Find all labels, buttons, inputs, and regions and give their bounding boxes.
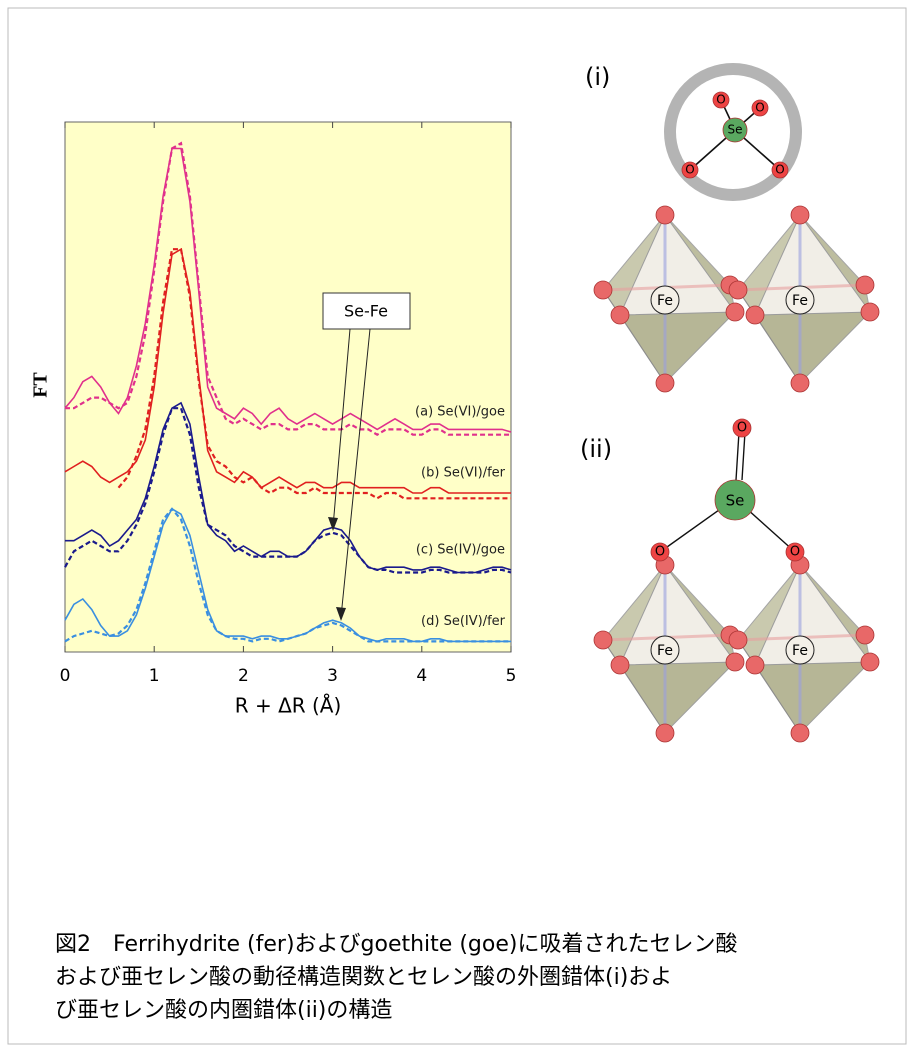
oxygen-atom — [856, 276, 874, 294]
oxygen-atom — [611, 656, 629, 674]
oxygen-atom — [861, 303, 879, 321]
oxygen-atom — [791, 724, 809, 742]
oxygen-atom — [594, 281, 612, 299]
series-label: (c) Se(IV)/goe — [416, 542, 505, 557]
caption-line: および亜セレン酸の動径構造関数とセレン酸の外圏錯体(i)およ — [55, 965, 672, 990]
x-tick-label: 0 — [60, 666, 71, 686]
y-axis-label: FT — [30, 372, 52, 398]
series-label: (a) Se(VI)/goe — [415, 405, 505, 420]
atom-label: O — [655, 545, 665, 560]
atom-label: O — [737, 421, 747, 436]
oxygen-atom — [726, 303, 744, 321]
series-label: (d) Se(IV)/fer — [421, 614, 506, 629]
oxygen-atom — [594, 631, 612, 649]
oxygen-atom — [729, 631, 747, 649]
atom-label: Fe — [792, 293, 808, 309]
oxygen-atom — [656, 724, 674, 742]
oxygen-atom — [856, 626, 874, 644]
x-tick-label: 2 — [238, 666, 249, 686]
atom-label: Fe — [792, 643, 808, 659]
annotation-text: Se-Fe — [344, 302, 388, 321]
atom-label: Fe — [657, 293, 673, 309]
atom-label: O — [755, 101, 764, 115]
oxygen-atom — [791, 374, 809, 392]
oxygen-atom — [726, 653, 744, 671]
x-tick-label: 3 — [327, 666, 338, 686]
oxygen-atom — [656, 206, 674, 224]
oxygen-atom — [746, 306, 764, 324]
plot-area — [65, 122, 511, 652]
oxygen-atom — [861, 653, 879, 671]
x-axis-label: R + ΔR (Å) — [235, 694, 342, 718]
caption-line: 図2 Ferrihydrite (fer)およびgoethite (goe)に吸… — [55, 932, 737, 957]
atom-label: Fe — [657, 643, 673, 659]
oxygen-atom — [791, 206, 809, 224]
atom-label: Se — [726, 492, 745, 510]
oxygen-atom — [656, 374, 674, 392]
panel-label: (ii) — [580, 435, 612, 463]
oxygen-atom — [729, 281, 747, 299]
panel-label: (i) — [585, 63, 610, 91]
x-tick-label: 1 — [149, 666, 160, 686]
figure: FT R + ΔR (Å) Se-Fe (i) (ii) 図2 Ferrihyd… — [0, 0, 907, 1045]
caption-line: び亜セレン酸の内圏錯体(ii)の構造 — [55, 998, 392, 1023]
oxygen-atom — [746, 656, 764, 674]
atom-label: O — [790, 545, 800, 560]
atom-label: O — [685, 163, 694, 177]
atom-label: O — [716, 93, 725, 107]
x-tick-label: 5 — [506, 666, 517, 686]
oxygen-atom — [611, 306, 629, 324]
atom-label: O — [775, 163, 784, 177]
series-label: (b) Se(VI)/fer — [421, 466, 506, 481]
atom-label: Se — [728, 123, 743, 137]
x-tick-label: 4 — [416, 666, 427, 686]
